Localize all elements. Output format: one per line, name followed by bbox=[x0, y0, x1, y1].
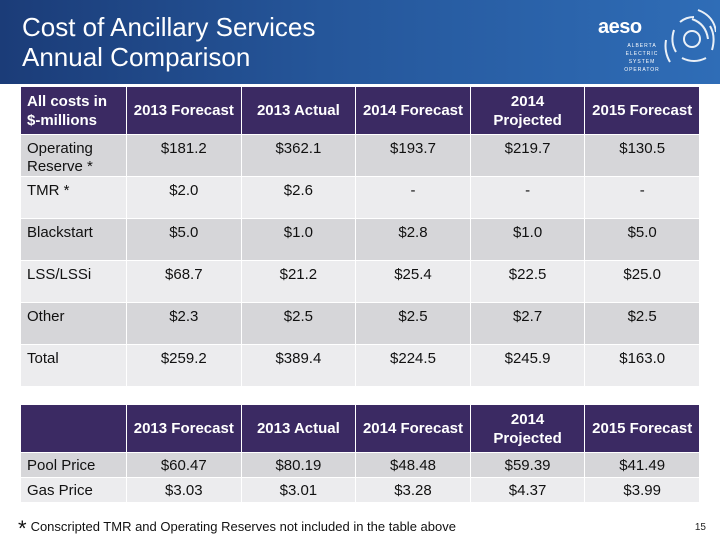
table-cell: $60.47 bbox=[126, 452, 242, 478]
table-row: Other $2.3 $2.5 $2.5 $2.7 $2.5 bbox=[20, 302, 700, 345]
table-cell: $2.0 bbox=[126, 176, 242, 219]
logo-wordmark: aeso bbox=[598, 16, 642, 38]
row-label: Gas Price bbox=[20, 477, 127, 503]
row-label: Total bbox=[20, 344, 127, 387]
price-table-header-row: 2013 Forecast 2013 Actual 2014 Forecast … bbox=[20, 404, 700, 453]
column-header bbox=[20, 404, 127, 453]
table-row: Pool Price $60.47 $80.19 $48.48 $59.39 $… bbox=[20, 452, 700, 478]
table-cell: $2.5 bbox=[355, 302, 471, 345]
table-cell: $219.7 bbox=[469, 134, 586, 177]
table-row: Blackstart $5.0 $1.0 $2.8 $1.0 $5.0 bbox=[20, 218, 700, 261]
table-cell: $21.2 bbox=[240, 260, 357, 303]
table-cell: - bbox=[584, 176, 700, 219]
row-label: TMR * bbox=[20, 176, 127, 219]
row-label: Blackstart bbox=[20, 218, 127, 261]
footnote-text: Conscripted TMR and Operating Reserves n… bbox=[30, 519, 456, 534]
table-row-total: Total $259.2 $389.4 $224.5 $245.9 $163.0 bbox=[20, 344, 700, 387]
column-header: 2015 Forecast bbox=[584, 404, 700, 453]
table-cell: $1.0 bbox=[469, 218, 586, 261]
slide-title-line-1: Cost of Ancillary Services bbox=[22, 12, 316, 42]
swirl-icon bbox=[664, 9, 716, 63]
table-cell: $245.9 bbox=[469, 344, 586, 387]
table-cell: $362.1 bbox=[240, 134, 357, 177]
table-cell: $3.03 bbox=[126, 477, 242, 503]
page-number: 15 bbox=[694, 522, 706, 533]
table-cell: $181.2 bbox=[126, 134, 242, 177]
slide-title: Cost of Ancillary Services Annual Compar… bbox=[22, 12, 315, 72]
aeso-logo: aeso ALBERTA ELECTRIC SYSTEM OPERATOR bbox=[598, 9, 716, 76]
table-cell: $2.8 bbox=[355, 218, 471, 261]
footnote-star: * bbox=[18, 516, 27, 541]
cost-table-header-row: All costs in $-millions 2013 Forecast 20… bbox=[20, 86, 700, 135]
table-cell: $22.5 bbox=[469, 260, 586, 303]
footnote: * Conscripted TMR and Operating Reserves … bbox=[18, 516, 456, 542]
table-cell: $3.99 bbox=[584, 477, 700, 503]
table-cell: $68.7 bbox=[126, 260, 242, 303]
column-header: 2013 Actual bbox=[240, 86, 357, 135]
slide-title-line-2: Annual Comparison bbox=[22, 42, 251, 72]
table-cell: $48.48 bbox=[355, 452, 471, 478]
table-cell: $130.5 bbox=[584, 134, 700, 177]
price-table: 2013 Forecast 2013 Actual 2014 Forecast … bbox=[20, 404, 700, 503]
table-cell: $41.49 bbox=[584, 452, 700, 478]
table-cell: $5.0 bbox=[126, 218, 242, 261]
row-label: Other bbox=[20, 302, 127, 345]
table-cell: $389.4 bbox=[240, 344, 357, 387]
row-label: Pool Price bbox=[20, 452, 127, 478]
table-cell: $80.19 bbox=[240, 452, 357, 478]
table-cell: $1.0 bbox=[240, 218, 357, 261]
logo-sub-4: OPERATOR bbox=[624, 67, 660, 73]
column-header: 2013 Forecast bbox=[126, 86, 242, 135]
table-cell: $5.0 bbox=[584, 218, 700, 261]
table-cell: $4.37 bbox=[469, 477, 586, 503]
table-cell: $2.5 bbox=[240, 302, 357, 345]
table-cell: $25.0 bbox=[584, 260, 700, 303]
row-label: Operating Reserve * bbox=[20, 134, 127, 177]
table-cell: $3.01 bbox=[240, 477, 357, 503]
table-cell: $193.7 bbox=[355, 134, 471, 177]
logo-subtitle: ALBERTA ELECTRIC SYSTEM OPERATOR bbox=[622, 42, 662, 74]
table-row: Operating Reserve * $181.2 $362.1 $193.7… bbox=[20, 134, 700, 177]
column-header: 2013 Actual bbox=[240, 404, 357, 453]
column-header: 2014 Forecast bbox=[355, 86, 471, 135]
logo-sub-3: SYSTEM bbox=[628, 59, 656, 65]
column-header: 2015 Forecast bbox=[584, 86, 700, 135]
column-header: 2014 Projected bbox=[469, 404, 586, 453]
row-label: LSS/LSSi bbox=[20, 260, 127, 303]
table-cell: $2.7 bbox=[469, 302, 586, 345]
table-cell: $163.0 bbox=[584, 344, 700, 387]
column-header: 2014 Forecast bbox=[355, 404, 471, 453]
slide-header: Cost of Ancillary Services Annual Compar… bbox=[0, 0, 720, 84]
table-cell: - bbox=[469, 176, 586, 219]
table-cell: $3.28 bbox=[355, 477, 471, 503]
logo-sub-1: ALBERTA bbox=[627, 43, 657, 49]
table-cell: $59.39 bbox=[469, 452, 586, 478]
table-cell: $259.2 bbox=[126, 344, 242, 387]
table-row: LSS/LSSi $68.7 $21.2 $25.4 $22.5 $25.0 bbox=[20, 260, 700, 303]
table-cell: $2.6 bbox=[240, 176, 357, 219]
table-cell: $2.5 bbox=[584, 302, 700, 345]
table-cell: $25.4 bbox=[355, 260, 471, 303]
table-cell: $224.5 bbox=[355, 344, 471, 387]
table-row: TMR * $2.0 $2.6 - - - bbox=[20, 176, 700, 219]
logo-sub-2: ELECTRIC bbox=[625, 51, 659, 57]
column-header: 2013 Forecast bbox=[126, 404, 242, 453]
column-header: All costs in $-millions bbox=[20, 86, 127, 135]
table-cell: - bbox=[355, 176, 471, 219]
table-row: Gas Price $3.03 $3.01 $3.28 $4.37 $3.99 bbox=[20, 477, 700, 503]
table-cell: $2.3 bbox=[126, 302, 242, 345]
column-header: 2014 Projected bbox=[469, 86, 586, 135]
ancillary-cost-table: All costs in $-millions 2013 Forecast 20… bbox=[20, 86, 700, 387]
